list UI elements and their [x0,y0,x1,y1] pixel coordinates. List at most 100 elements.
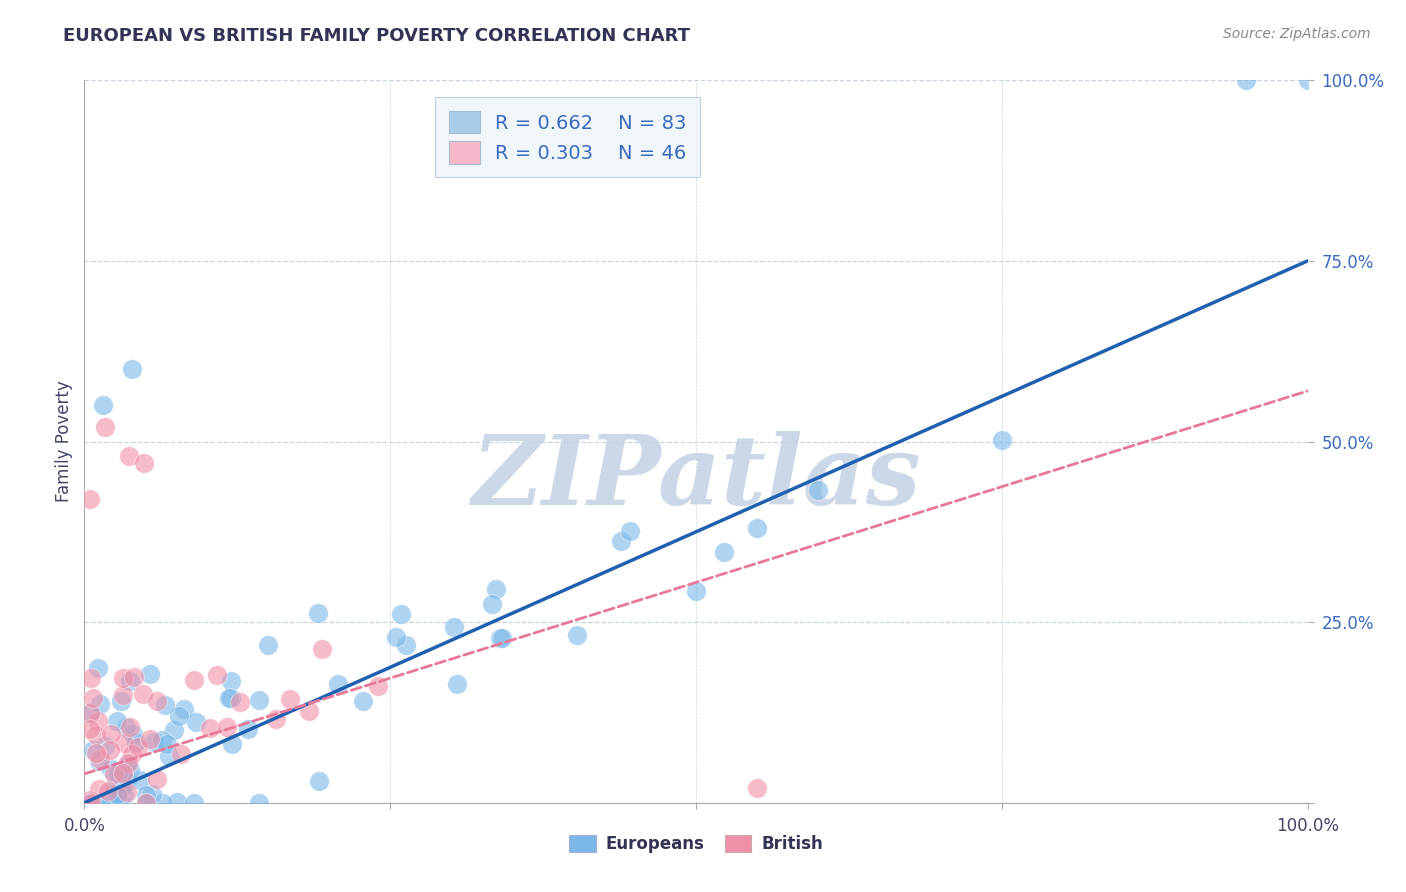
Point [112,789,135,803]
Point [991,433,1014,447]
Point [103,767,125,781]
Point [218,691,240,706]
Point [100,762,122,776]
Point [685,584,707,599]
Point [446,677,468,691]
Point [307,607,329,621]
Point [79,793,101,807]
Point [264,712,287,726]
Legend: Europeans, British: Europeans, British [562,828,830,860]
Point [157,749,180,764]
Point [79,706,101,720]
Point [129,772,152,787]
Point [183,673,205,688]
Point [112,766,135,780]
Point [101,787,124,801]
Point [79,796,101,810]
Point [114,720,136,734]
Point [93,796,115,810]
Point [84,747,107,761]
Point [107,789,129,803]
Point [115,757,138,772]
Point [111,671,134,685]
Point [146,694,169,708]
Point [120,720,142,734]
Point [153,698,176,713]
Point [326,677,349,691]
Point [184,715,207,730]
Point [82,691,104,706]
Point [112,736,135,750]
Point [94,739,117,754]
Point [94,420,117,434]
Point [747,521,769,535]
Point [87,714,110,729]
Point [135,788,157,802]
Text: EUROPEAN VS BRITISH FAMILY POVERTY CORRELATION CHART: EUROPEAN VS BRITISH FAMILY POVERTY CORRE… [63,27,690,45]
Point [117,756,139,771]
Point [110,796,132,810]
Point [79,723,101,737]
Point [215,720,238,734]
Point [610,534,633,549]
Point [385,631,408,645]
Point [79,706,101,720]
Point [298,704,321,718]
Point [79,796,101,810]
Point [87,661,110,675]
Point [121,362,143,376]
Point [107,766,129,780]
Point [115,785,138,799]
Point [139,732,162,747]
Point [221,673,243,688]
Point [97,784,120,798]
Point [100,726,122,740]
Point [163,723,186,738]
Point [101,792,124,806]
Point [89,697,111,711]
Point [807,483,830,497]
Point [127,739,149,754]
Point [141,787,163,801]
Point [108,781,131,796]
Point [118,673,141,688]
Point [125,734,148,748]
Point [80,796,103,810]
Point [389,607,412,622]
Point [132,687,155,701]
Point [150,733,173,747]
Point [122,670,145,684]
Point [278,692,301,706]
Point [219,691,242,706]
Point [713,545,735,559]
Point [98,743,121,757]
Point [121,747,143,762]
Point [352,694,374,708]
Point [156,737,179,751]
Point [110,693,132,707]
Point [481,597,503,611]
Point [173,702,195,716]
Point [82,743,104,757]
Point [103,779,125,793]
Point [619,524,641,539]
Point [118,449,141,463]
Point [166,795,188,809]
Point [79,796,101,810]
Point [142,735,165,749]
Point [93,398,115,412]
Point [367,679,389,693]
Point [115,774,138,789]
Point [395,638,418,652]
Point [135,796,157,810]
Point [308,774,330,789]
Point [488,631,510,645]
Point [229,695,252,709]
Point [122,727,145,741]
Point [139,666,162,681]
Point [105,787,128,801]
Point [256,638,278,652]
Point [118,763,141,777]
Point [247,693,270,707]
Point [146,772,169,787]
